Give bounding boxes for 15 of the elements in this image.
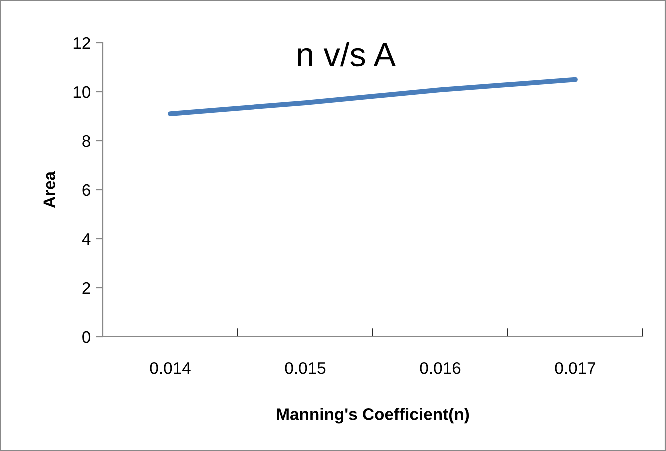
- y-tick-label: 12: [74, 37, 90, 50]
- x-axis-title: Manning's Coefficient(n): [277, 408, 470, 424]
- x-tick-label: 0.017: [555, 362, 596, 374]
- y-tick-label: 10: [74, 86, 91, 98]
- y-tick-label: 2: [82, 282, 90, 294]
- y-tick-label: 6: [82, 184, 90, 196]
- y-tick-label: 0: [82, 331, 91, 344]
- x-tick-label: 0.014: [150, 362, 191, 374]
- y-tick-label: 4: [82, 234, 91, 246]
- chart-title: n v/s A: [298, 42, 396, 67]
- y-tick-label: 8: [82, 135, 90, 148]
- y-axis-title: Area: [44, 171, 56, 208]
- x-tick-label: 0.015: [285, 362, 326, 374]
- x-tick-label: 0.016: [420, 362, 461, 374]
- line-series: [168, 77, 578, 116]
